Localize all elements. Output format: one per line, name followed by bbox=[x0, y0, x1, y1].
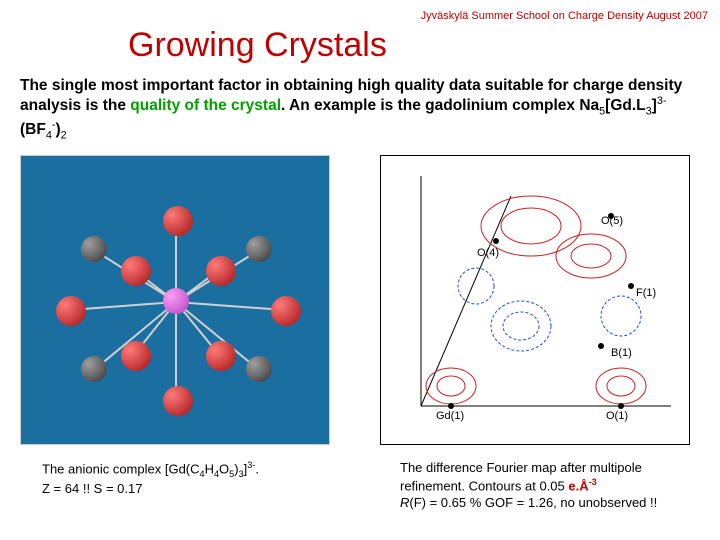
page-title: Growing Crystals bbox=[128, 26, 387, 65]
cr-line1: The difference Fourier map after multipo… bbox=[400, 460, 642, 493]
caption-left: The anionic complex [Gd(C4H4O5)3]3-. Z =… bbox=[42, 460, 332, 498]
label-o1: O(1) bbox=[606, 410, 628, 422]
caption-right: The difference Fourier map after multipo… bbox=[400, 460, 700, 512]
cr-rest: (F) = 0.65 % GOF = 1.26, no unobserved !… bbox=[409, 495, 657, 510]
label-gd1: Gd(1) bbox=[436, 410, 464, 422]
intro-sub3: 4 bbox=[46, 129, 52, 141]
carbon-atom bbox=[246, 356, 272, 382]
cl-line2: Z = 64 !! S = 0.17 bbox=[42, 481, 142, 496]
intro-sup1: 3- bbox=[657, 95, 667, 107]
carbon-atom bbox=[246, 236, 272, 262]
intro-sub4: 2 bbox=[61, 129, 67, 141]
oxygen-atom bbox=[56, 296, 86, 326]
header-text: Jyväskylä Summer School on Charge Densit… bbox=[421, 10, 708, 22]
intro-paragraph: The single most important factor in obta… bbox=[20, 76, 700, 143]
oxygen-atom bbox=[121, 256, 151, 286]
oxygen-atom bbox=[271, 296, 301, 326]
cr-unit: e.Å bbox=[568, 478, 588, 493]
intro-mid4: (BF bbox=[20, 121, 46, 138]
oxygen-atom bbox=[163, 206, 193, 236]
oxygen-atom bbox=[206, 256, 236, 286]
fourier-svg: O(4) O(5) F(1) B(1) Gd(1) O(1) bbox=[381, 156, 690, 445]
oxygen-atom bbox=[206, 341, 236, 371]
cl-k: . bbox=[255, 461, 259, 476]
intro-mid2: [Gd.L bbox=[605, 98, 645, 115]
label-b1: B(1) bbox=[611, 347, 632, 359]
center-atom bbox=[163, 288, 189, 314]
cl-e: O bbox=[219, 461, 229, 476]
molecule-canvas bbox=[21, 156, 329, 444]
molecule-figure bbox=[20, 155, 330, 445]
cl-a: The anionic complex [Gd(C bbox=[42, 461, 200, 476]
intro-mid: . An example is the gadolinium complex N… bbox=[281, 98, 599, 115]
label-o4: O(4) bbox=[477, 247, 499, 259]
cr-r: R bbox=[400, 495, 409, 510]
oxygen-atom bbox=[163, 386, 193, 416]
cr-unit-sup: -3 bbox=[589, 477, 597, 487]
carbon-atom bbox=[81, 236, 107, 262]
oxygen-atom bbox=[121, 341, 151, 371]
cl-c: H bbox=[205, 461, 214, 476]
carbon-atom bbox=[81, 356, 107, 382]
intro-highlight: quality of the crystal bbox=[130, 98, 281, 115]
bond bbox=[176, 301, 284, 311]
label-f1: F(1) bbox=[636, 287, 656, 299]
fourier-figure: O(4) O(5) F(1) B(1) Gd(1) O(1) bbox=[380, 155, 690, 445]
